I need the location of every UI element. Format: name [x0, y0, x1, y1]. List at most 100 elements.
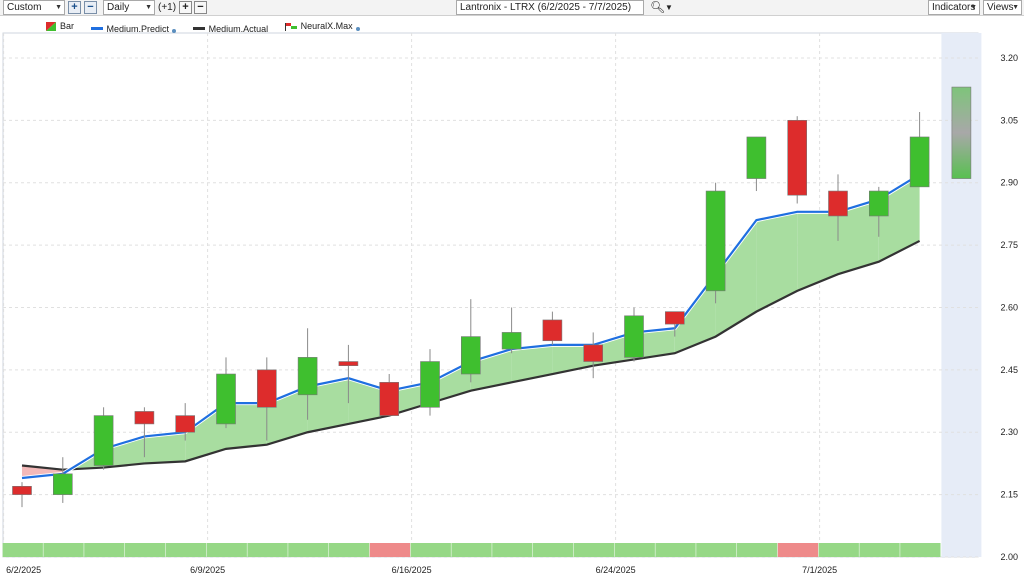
signal-strip-cell [206, 543, 247, 557]
legend-label: Medium.Actual [208, 23, 269, 34]
legend-item-medium-predict: Medium.Predict [90, 23, 177, 34]
candle [828, 174, 848, 241]
signal-strip-cell [900, 543, 941, 557]
candle [338, 344, 359, 404]
y-tick-label: 2.00 [1000, 552, 1018, 562]
bar-swatch-icon [46, 21, 56, 31]
signal-strip-cell [533, 543, 574, 557]
signal-strip-cell [696, 543, 737, 557]
signal-strip-cell [43, 543, 84, 557]
candle [379, 374, 400, 416]
legend: Bar Medium.Predict Medium.Actual NeuralX… [46, 21, 374, 34]
forecast-bar [951, 86, 972, 179]
candle-body [420, 361, 440, 408]
candle [542, 311, 563, 345]
legend-item-bar: Bar [46, 21, 74, 31]
indicators-button[interactable]: Indicators [928, 0, 980, 15]
candle [583, 332, 604, 379]
candle [134, 407, 155, 458]
candle-body [583, 344, 604, 362]
spread-band [185, 403, 226, 462]
spread-band [756, 211, 798, 312]
candle [93, 407, 114, 470]
y-tick-label: 2.60 [1000, 302, 1018, 312]
x-tick-label: 7/1/2025 [802, 565, 837, 575]
candle-body [134, 411, 155, 425]
signal-strip-cell [2, 543, 43, 557]
x-tick-label: 6/24/2025 [596, 565, 636, 575]
signal-strip-cell [573, 543, 615, 557]
candle-body [868, 190, 889, 217]
interval-dropdown[interactable]: Daily [103, 0, 155, 15]
plus-icon: + [182, 1, 189, 13]
candle [705, 182, 726, 304]
candle [12, 482, 32, 508]
y-tick-label: 2.75 [1000, 240, 1018, 250]
legend-item-neuralx-max: NeuralX.Max [284, 21, 360, 31]
candle-body [256, 369, 277, 408]
candle [420, 349, 440, 416]
y-tick-label: 3.05 [1000, 115, 1018, 125]
symbol-title-field[interactable]: Lantronix - LTRX (6/2/2025 - 7/7/2025) [456, 0, 644, 15]
period-dropdown[interactable]: Custom [3, 0, 65, 15]
candle-body [746, 136, 767, 179]
spread-band [226, 403, 267, 449]
y-tick-label: 2.45 [1000, 365, 1018, 375]
minus-icon: − [87, 1, 94, 13]
x-tick-label: 6/16/2025 [392, 565, 432, 575]
settings-dot-icon[interactable] [172, 29, 177, 33]
spread-band [389, 382, 430, 416]
candle-body [828, 190, 848, 217]
y-tick-label: 3.20 [1000, 53, 1018, 63]
signal-strip-cell [329, 543, 370, 557]
signal-strip-cell [84, 543, 125, 557]
legend-label: Medium.Predict [106, 23, 170, 34]
views-button[interactable]: Views [983, 0, 1022, 15]
spread-band [674, 274, 716, 354]
period-value: Custom [7, 2, 42, 13]
signal-strip-cell [410, 543, 451, 557]
candle [624, 307, 644, 362]
offset-label: (+1) [158, 2, 177, 13]
candle [746, 136, 767, 192]
legend-label: NeuralX.Max [300, 21, 353, 31]
candle [52, 457, 73, 503]
zoom-in-button[interactable]: + [68, 1, 81, 14]
zoom-out-button[interactable]: − [84, 1, 97, 14]
line-swatch-icon [192, 26, 205, 30]
signal-strip-cell [288, 543, 329, 557]
candle-body [542, 319, 563, 342]
interval-value: Daily [107, 2, 130, 13]
candle [868, 186, 889, 237]
offset-minus-button[interactable]: − [194, 1, 207, 14]
signal-strip-cell [818, 543, 859, 557]
settings-dot-icon[interactable] [355, 26, 360, 31]
spread-band [715, 220, 757, 337]
views-label: Views [987, 2, 1014, 13]
signal-strip-cell [451, 543, 492, 557]
spread-band [511, 344, 553, 383]
spread-band [878, 174, 920, 262]
plot-area [2, 32, 979, 558]
chevron-down-icon[interactable]: ▼ [665, 3, 673, 12]
search-icon[interactable]: 🔍︎ [650, 0, 666, 14]
signal-swatch-icon [284, 22, 297, 31]
signal-strip-cell [492, 543, 533, 557]
x-tick-label: 6/2/2025 [6, 565, 41, 575]
candle-body [338, 361, 359, 366]
line-swatch-icon [90, 26, 103, 30]
candle-body [175, 415, 195, 433]
candle-body [787, 120, 808, 196]
candle [664, 311, 685, 337]
candle-body [297, 357, 318, 396]
spread-band [797, 211, 838, 291]
candle-body [624, 315, 644, 358]
y-tick-label: 2.30 [1000, 427, 1018, 437]
symbol-title: Lantronix - LTRX (6/2/2025 - 7/7/2025) [460, 2, 632, 13]
candle-body [705, 190, 726, 292]
spread-band [103, 436, 145, 468]
candle [175, 403, 195, 441]
candle-body [664, 311, 685, 325]
offset-plus-button[interactable]: + [179, 1, 192, 14]
